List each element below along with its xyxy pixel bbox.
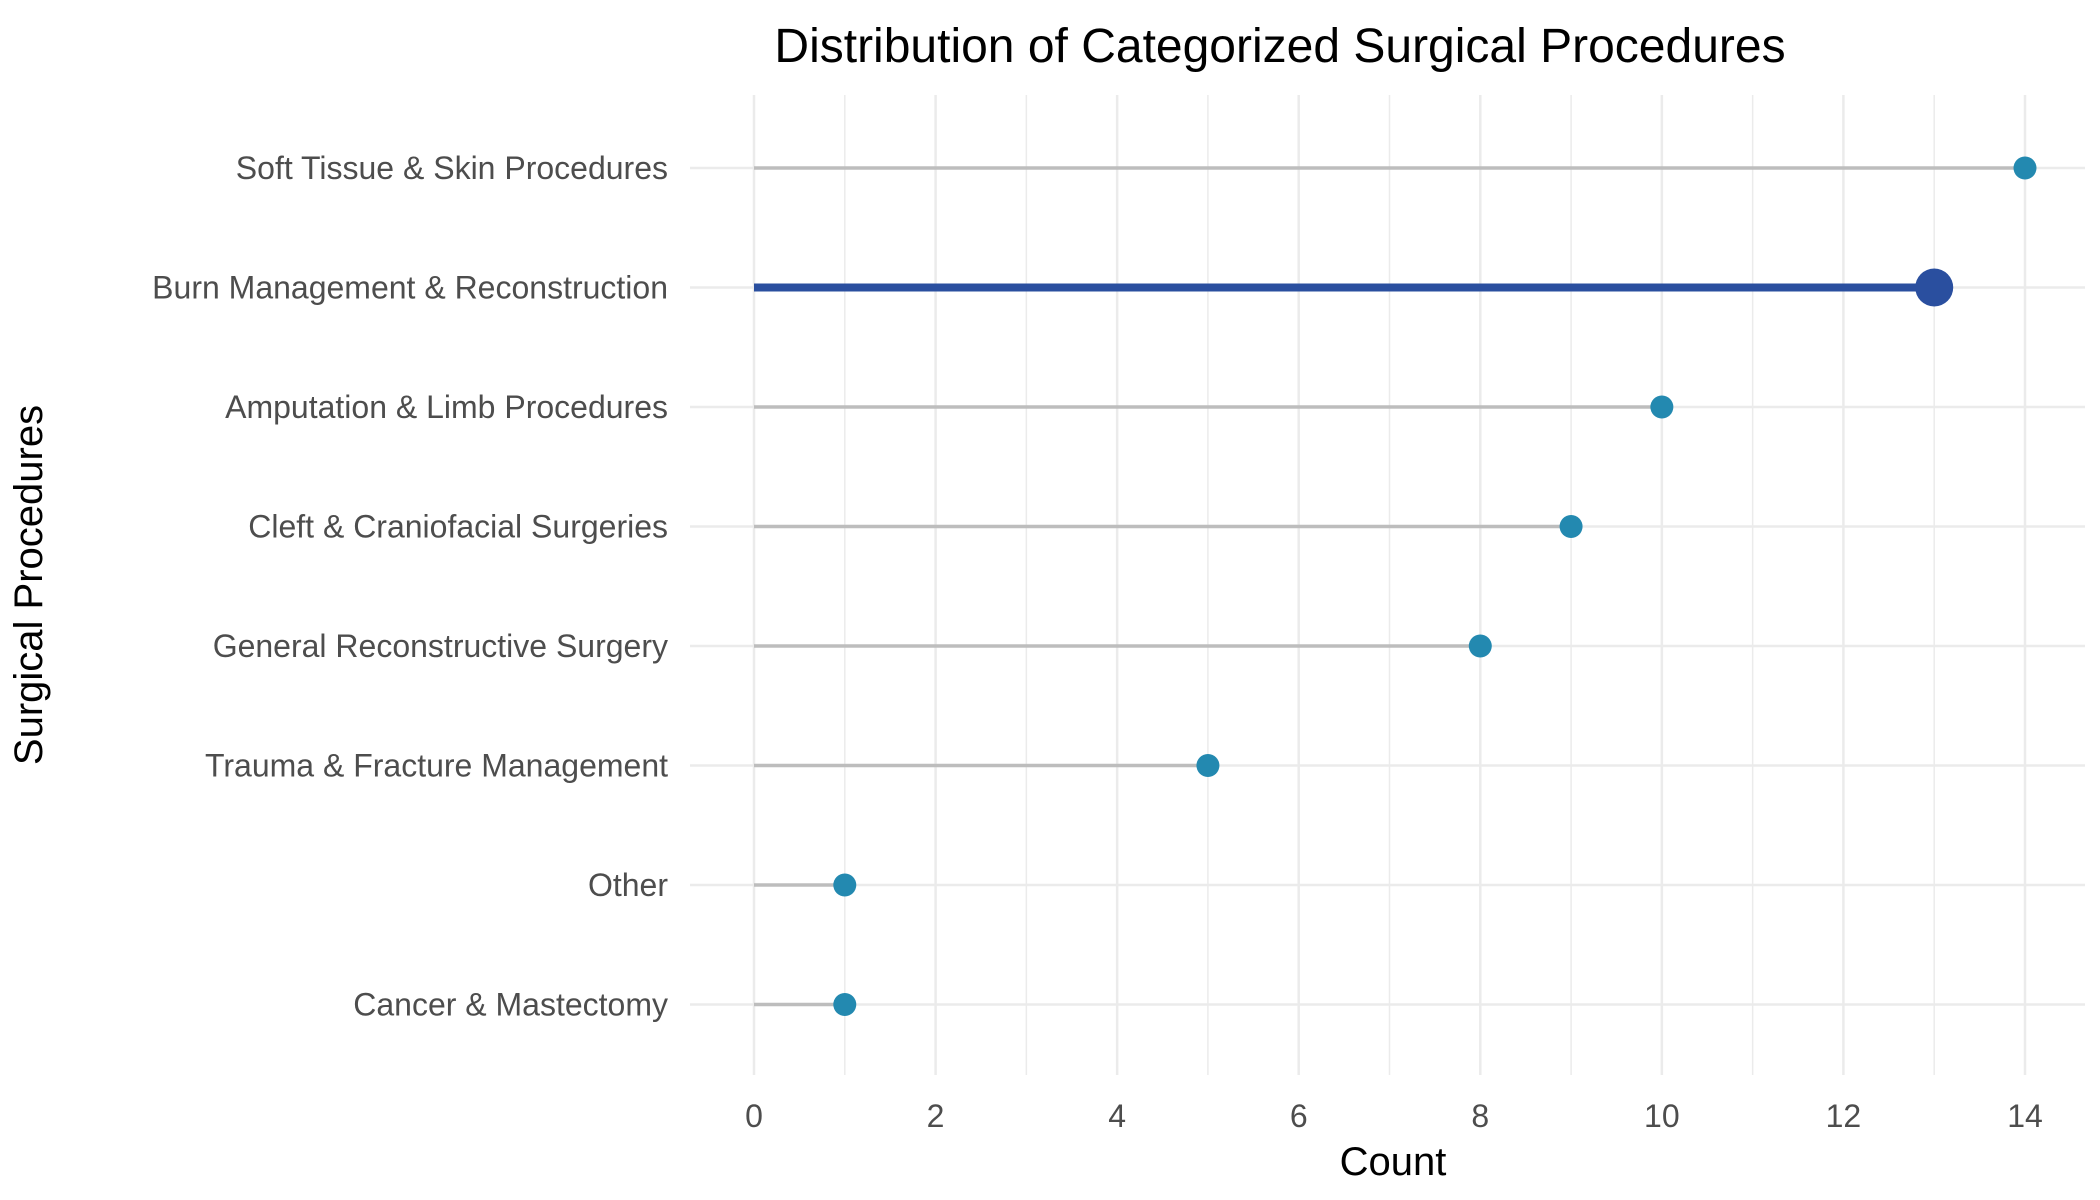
x-tick-label: 0 [745, 1098, 763, 1134]
x-tick-label: 2 [927, 1098, 945, 1134]
lollipop-point [833, 873, 857, 897]
lollipop-point [833, 993, 857, 1016]
x-tick-label: 4 [1108, 1098, 1126, 1134]
lollipop-point [1196, 754, 1220, 777]
x-axis-title: Count [1340, 1140, 1447, 1184]
grid-layer [690, 95, 2085, 1075]
x-tick-label: 10 [1644, 1098, 1680, 1134]
lollipop-point [1468, 634, 1492, 658]
y-tick-label: Amputation & Limb Procedures [225, 389, 668, 425]
y-tick-label: General Reconstructive Surgery [213, 628, 668, 664]
y-axis-title: Surgical Procedures [7, 405, 51, 765]
y-tick-label: Cancer & Mastectomy [353, 987, 668, 1023]
y-tick-label: Burn Management & Reconstruction [152, 270, 668, 306]
x-tick-label: 6 [1290, 1098, 1308, 1134]
chart-title: Distribution of Categorized Surgical Pro… [774, 20, 1785, 73]
lollipop-point [2013, 156, 2037, 180]
labels-layer: 0 2 4 6 8 10 12 14 Soft Tissue & Skin Procedures… [152, 150, 2043, 1134]
x-tick-label: 12 [1826, 1098, 1862, 1134]
lollipop-point [1650, 395, 1674, 419]
x-tick-label: 8 [1471, 1098, 1489, 1134]
y-tick-label: Other [588, 867, 668, 903]
x-tick-label: 14 [2007, 1098, 2043, 1134]
lollipop-point [1559, 515, 1583, 538]
y-tick-label: Cleft & Craniofacial Surgeries [248, 509, 668, 545]
y-tick-label: Soft Tissue & Skin Procedures [236, 150, 668, 186]
marks-layer [754, 156, 2037, 1016]
y-tick-label: Trauma & Fracture Management [205, 748, 668, 784]
lollipop-point-highlighted [1915, 268, 1954, 307]
